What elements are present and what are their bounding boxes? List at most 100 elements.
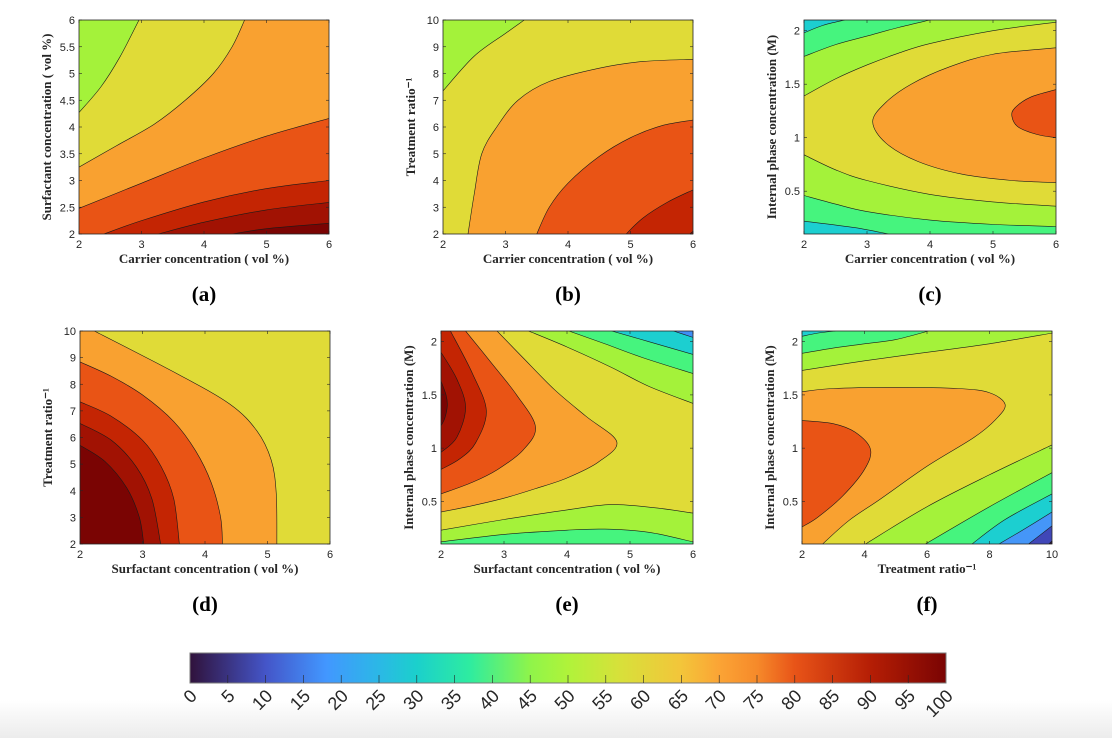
contour-line bbox=[971, 493, 1052, 544]
colorbar-tick-label: 100 bbox=[921, 686, 956, 721]
y-axis-label: Internal phase concentration (M) bbox=[401, 345, 416, 530]
contour-line bbox=[802, 331, 836, 337]
x-tick-label: 4 bbox=[861, 549, 867, 561]
y-tick-label: 6 bbox=[433, 122, 439, 134]
contour-region bbox=[626, 189, 693, 234]
y-tick-label: 2 bbox=[433, 229, 439, 241]
contour-line bbox=[802, 332, 1052, 371]
x-tick-label: 6 bbox=[690, 239, 696, 251]
y-tick-label: 5 bbox=[433, 149, 439, 161]
x-axis-label: Carrier concentration ( vol %) bbox=[483, 251, 653, 266]
y-tick-label: 2 bbox=[431, 337, 437, 349]
colorbar-tick-label: 0 bbox=[180, 686, 201, 707]
contour-line bbox=[872, 47, 1056, 183]
contour-line bbox=[441, 331, 487, 470]
x-tick-label: 5 bbox=[990, 239, 996, 251]
y-axis-label: Treatment ratio⁻¹ bbox=[40, 388, 55, 487]
x-tick-label: 4 bbox=[202, 549, 208, 561]
contour-line bbox=[103, 180, 329, 234]
y-tick-label: 8 bbox=[70, 379, 76, 391]
y-tick-label: 3 bbox=[433, 202, 439, 214]
contour-line bbox=[441, 504, 693, 531]
panel-label: (a) bbox=[192, 282, 217, 306]
contour-line bbox=[94, 331, 278, 544]
colorbar-tick-label: 35 bbox=[437, 686, 465, 714]
contour-line bbox=[804, 154, 1056, 207]
x-tick-label: 4 bbox=[201, 239, 207, 251]
y-tick-label: 7 bbox=[433, 95, 439, 107]
contour-region bbox=[536, 120, 693, 234]
contour-line bbox=[611, 331, 693, 355]
colorbar-tick-label: 70 bbox=[702, 686, 730, 714]
x-axis-label: Surfactant concentration ( vol %) bbox=[473, 561, 660, 576]
panel-label: (b) bbox=[555, 282, 581, 306]
contour-line bbox=[441, 331, 536, 495]
x-tick-label: 6 bbox=[924, 549, 930, 561]
y-axis-label: Treatment ratio⁻¹ bbox=[403, 78, 418, 177]
x-tick-label: 2 bbox=[801, 239, 807, 251]
bottom-shade bbox=[0, 700, 1112, 738]
contour-region bbox=[802, 331, 836, 337]
contour-line bbox=[80, 361, 223, 544]
colorbar-tick-label: 95 bbox=[891, 686, 919, 714]
contour-region bbox=[611, 331, 693, 355]
y-tick-label: 8 bbox=[433, 69, 439, 81]
contour-region bbox=[80, 445, 144, 544]
contour-line bbox=[441, 331, 618, 513]
contour-panel-a: 2 3 4 5 6 2 2.5 3 3.5 4 4.5 5 5.5 6 Carrier concentrat… bbox=[39, 15, 332, 306]
y-tick-label: 5 bbox=[69, 69, 75, 81]
panel-label: (d) bbox=[192, 592, 218, 616]
contour-line bbox=[1011, 89, 1056, 138]
y-tick-label: 6 bbox=[69, 15, 75, 27]
y-tick-label: 4 bbox=[70, 486, 76, 498]
y-axis-label: Surfactant concentration ( vol %) bbox=[39, 33, 54, 220]
contour-line bbox=[441, 528, 693, 543]
contour-line bbox=[80, 401, 180, 544]
y-tick-label: 4 bbox=[69, 122, 75, 134]
contour-line bbox=[804, 220, 889, 234]
contour-line bbox=[79, 20, 140, 113]
x-tick-label: 10 bbox=[1046, 549, 1058, 561]
x-tick-label: 6 bbox=[326, 239, 332, 251]
colorbar-tick-label: 15 bbox=[286, 686, 314, 714]
x-tick-label: 2 bbox=[438, 549, 444, 561]
contour-line bbox=[79, 118, 329, 209]
colorbar-tick-label: 55 bbox=[588, 686, 616, 714]
contour-region bbox=[441, 352, 466, 453]
contour-line bbox=[802, 387, 1006, 544]
colorbar-tick-label: 80 bbox=[777, 686, 805, 714]
x-tick-label: 6 bbox=[690, 549, 696, 561]
x-tick-label: 3 bbox=[502, 239, 508, 251]
contour-line bbox=[804, 20, 931, 57]
contour-line bbox=[1028, 525, 1052, 544]
y-tick-label: 1 bbox=[431, 443, 437, 455]
y-tick-label: 1.5 bbox=[783, 390, 798, 402]
y-tick-label: 0.5 bbox=[783, 496, 798, 508]
colorbar-tick-label: 50 bbox=[551, 686, 579, 714]
x-axis-label: Carrier concentration ( vol %) bbox=[119, 251, 289, 266]
y-axis-label: Internal phase concentration (M) bbox=[762, 345, 777, 530]
y-tick-label: 4 bbox=[433, 176, 439, 188]
x-tick-label: 3 bbox=[864, 239, 870, 251]
x-tick-label: 6 bbox=[1053, 239, 1059, 251]
colorbar-tick-label: 5 bbox=[217, 686, 238, 707]
contour-line bbox=[998, 511, 1052, 544]
x-tick-label: 3 bbox=[139, 549, 145, 561]
contour-panel-e: 2 3 4 5 6 0.5 1 1.5 2 Surfactant concentration ( … bbox=[401, 330, 696, 616]
x-tick-label: 5 bbox=[627, 239, 633, 251]
y-tick-label: 0.5 bbox=[422, 496, 437, 508]
contour-line bbox=[441, 380, 448, 426]
x-tick-label: 5 bbox=[264, 549, 270, 561]
y-tick-label: 1.5 bbox=[422, 390, 437, 402]
y-tick-label: 1 bbox=[792, 443, 798, 455]
contour-region bbox=[232, 223, 329, 234]
y-tick-label: 4.5 bbox=[60, 95, 75, 107]
colorbar-tick-label: 90 bbox=[853, 686, 881, 714]
y-tick-label: 3.5 bbox=[60, 149, 75, 161]
y-tick-label: 2 bbox=[70, 539, 76, 551]
colorbar-tick-label: 25 bbox=[362, 686, 390, 714]
contour-region bbox=[802, 420, 871, 527]
x-tick-label: 2 bbox=[76, 239, 82, 251]
contour-line bbox=[804, 20, 846, 34]
